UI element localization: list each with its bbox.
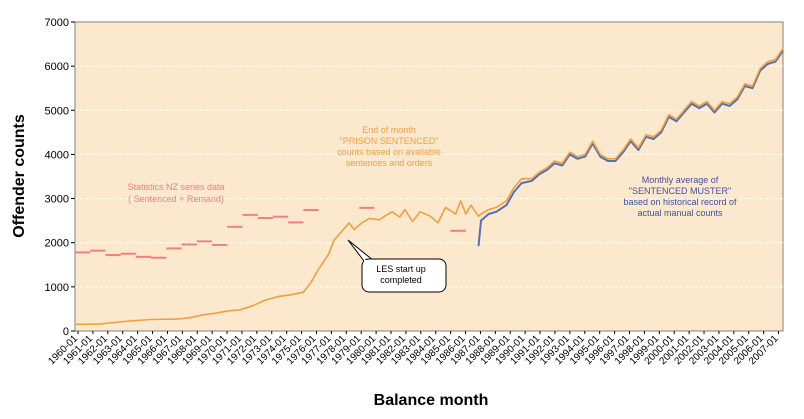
series-prison-sentenced-line (74, 48, 784, 326)
x-axis-title: Balance month (374, 392, 489, 409)
annotations: Statistics NZ series data ( Sentenced + R… (127, 125, 737, 293)
y-axis-title: Offender counts (11, 114, 28, 238)
annotation-text: Statistics NZ series data (127, 182, 224, 192)
annotation-text: actual manual counts (637, 208, 723, 218)
y-tick-label: 1000 (45, 282, 69, 294)
annotation-text: based on historical record of (623, 197, 737, 207)
y-axis-ticks: 0 1000 2000 3000 4000 5000 6000 7000 (45, 17, 75, 338)
annotation-text: "PRISON SENTENCED" (340, 136, 439, 146)
series-layer (74, 48, 784, 326)
series-statistics-nz (75, 206, 466, 259)
callout-box (361, 258, 447, 293)
series-sentenced-muster-line (477, 50, 784, 247)
annotation-text: counts based on available (337, 147, 441, 157)
y-tick-label: 7000 (45, 17, 69, 29)
x-axis-ticks: 1960-011961-011962-011963-011964-011965-… (46, 331, 781, 367)
callout-pointer (347, 239, 375, 262)
annotation-text: completed (380, 275, 422, 285)
annotation-text: sentences and orders (346, 158, 433, 168)
annotation-text: End of month (362, 125, 416, 135)
annotation-text: ( Sentenced + Remand) (128, 194, 224, 204)
y-tick-label: 3000 (45, 194, 69, 206)
grid (75, 65, 783, 288)
annotation-text: LES start up (376, 264, 426, 274)
y-tick-label: 6000 (45, 61, 69, 73)
y-tick-label: 0 (63, 326, 69, 338)
y-tick-label: 5000 (45, 105, 69, 117)
annotation-text: "SENTENCED MUSTER" (629, 186, 731, 196)
y-tick-label: 4000 (45, 149, 69, 161)
y-tick-label: 2000 (45, 238, 69, 250)
annotation-text: Monthly average of (642, 175, 719, 185)
